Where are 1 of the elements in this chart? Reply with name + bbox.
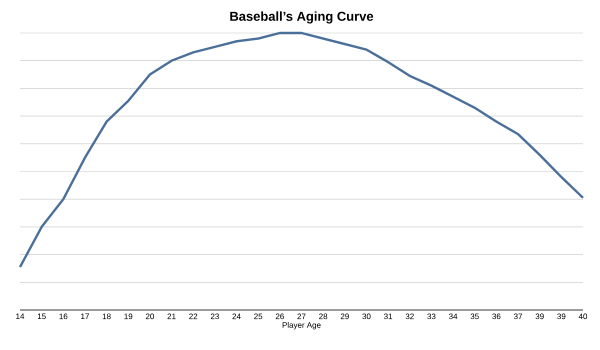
chart-title: Baseball’s Aging Curve: [230, 11, 374, 24]
